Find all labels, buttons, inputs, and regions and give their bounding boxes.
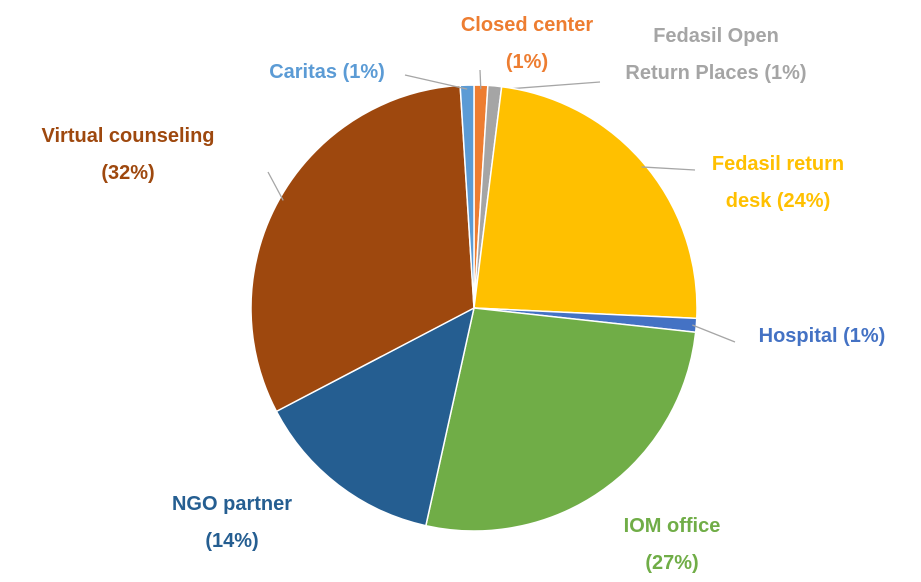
value-label: (1%) bbox=[843, 324, 886, 347]
value-label: (24%) bbox=[776, 190, 831, 212]
category-label: Fedasil return desk bbox=[711, 153, 845, 212]
leader-line bbox=[479, 69, 482, 90]
value-label: (27%) bbox=[645, 552, 699, 574]
category-label: Fedasil Open Return Places bbox=[625, 25, 779, 84]
pie-slice bbox=[473, 85, 698, 320]
value-label: (32%) bbox=[101, 162, 155, 184]
slice-label: Hospital (1%) bbox=[732, 318, 912, 355]
value-label: (1%) bbox=[764, 62, 807, 84]
category-label: Caritas bbox=[269, 60, 337, 83]
slice-label: Fedasil Open Return Places (1%) bbox=[622, 18, 810, 92]
pie-slice bbox=[250, 84, 475, 413]
leader-line bbox=[267, 171, 284, 201]
slice-label: Closed center (1%) bbox=[452, 7, 602, 81]
category-label: Virtual counseling bbox=[41, 125, 215, 147]
category-label: NGO partner bbox=[171, 493, 293, 515]
value-label: (1%) bbox=[505, 51, 549, 73]
value-label: (14%) bbox=[205, 530, 259, 552]
category-label: Closed center bbox=[460, 14, 594, 36]
pie-slice bbox=[459, 84, 475, 309]
slice-label: Fedasil return desk (24%) bbox=[696, 146, 861, 220]
slice-label: IOM office (27%) bbox=[597, 508, 747, 582]
slice-label: NGO partner (14%) bbox=[157, 486, 307, 560]
leader-line bbox=[692, 324, 736, 343]
leader-line bbox=[404, 74, 468, 90]
slice-label: Caritas (1%) bbox=[227, 54, 427, 91]
category-label: IOM office bbox=[623, 515, 721, 537]
category-label: Hospital bbox=[758, 324, 838, 347]
value-label: (1%) bbox=[342, 60, 385, 83]
pie-slice bbox=[424, 307, 697, 532]
pie-slice bbox=[275, 306, 476, 527]
slice-label: Virtual counseling (32%) bbox=[3, 118, 253, 192]
leader-line bbox=[641, 166, 696, 171]
